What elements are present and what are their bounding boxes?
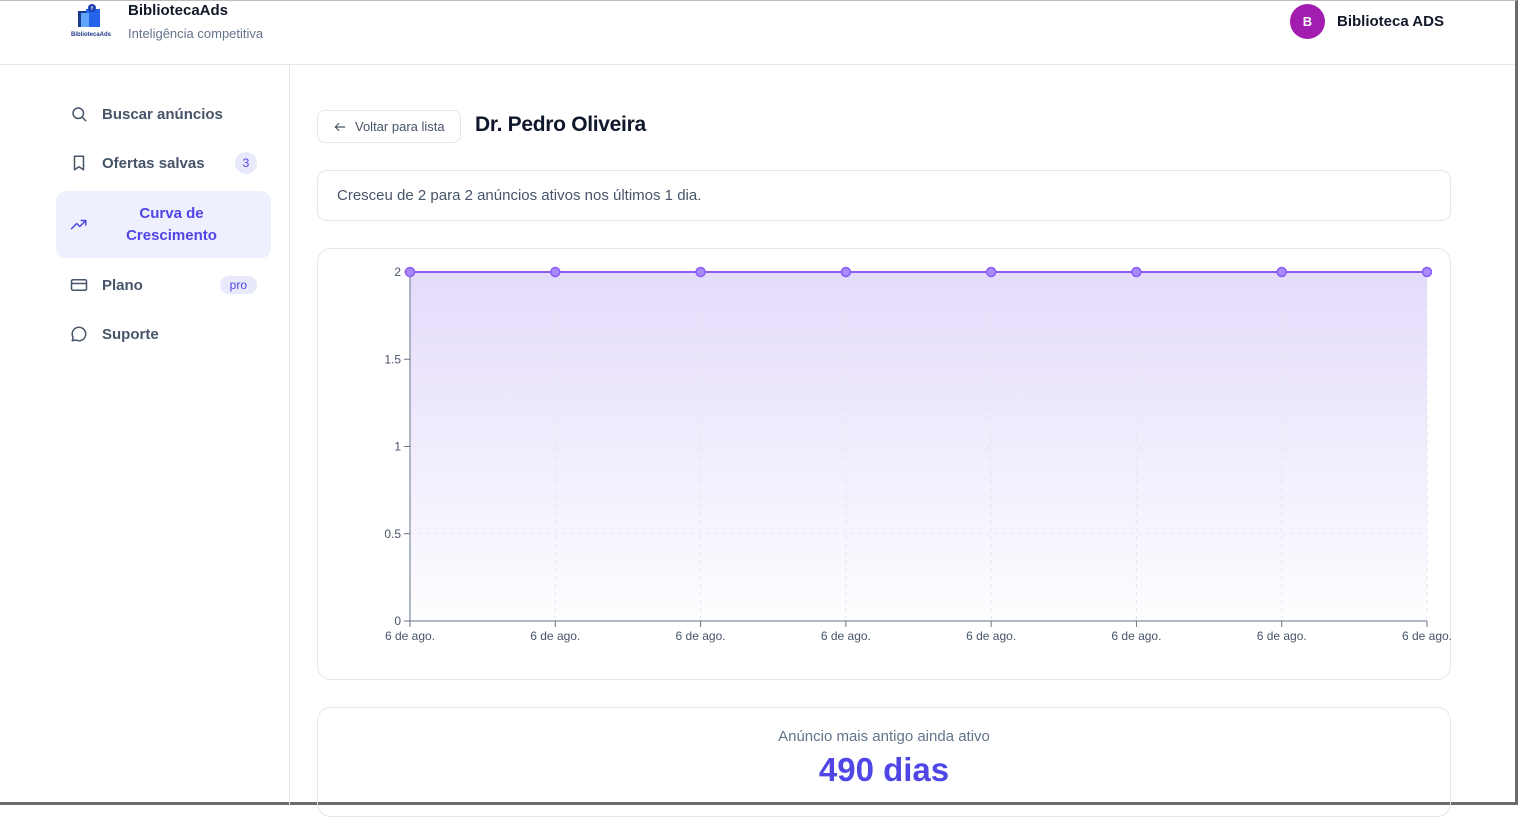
chart-x-tick-label: 6 de ago. — [1402, 629, 1452, 643]
bookmark-icon — [69, 153, 89, 173]
sidebar-item-ofertas-salvas[interactable]: Ofertas salvas 3 — [56, 147, 271, 179]
trending-up-icon — [69, 215, 89, 235]
sidebar-item-curva-de-crescimento[interactable]: Curva de Crescimento — [56, 191, 271, 258]
brand-logo[interactable]: f BibliotecaAds — [68, 3, 114, 41]
user-name[interactable]: Biblioteca ADS — [1337, 12, 1444, 30]
sidebar-item-suporte[interactable]: Suporte — [56, 318, 271, 350]
sidebar-item-label: Buscar anúncios — [102, 105, 223, 123]
chat-bubble-icon — [69, 324, 89, 344]
brand-subtitle: Inteligência competitiva — [128, 26, 264, 41]
sidebar-item-label: Suporte — [102, 325, 159, 343]
pro-badge: pro — [219, 276, 257, 294]
sidebar: Buscar anúncios Ofertas salvas 3 Curva d… — [0, 65, 290, 806]
oldest-ad-value: 490 dias — [818, 751, 950, 788]
brand-name: BibliotecaAds — [128, 2, 229, 19]
saved-count-badge: 3 — [235, 152, 257, 174]
chart-x-tick-label: 6 de ago. — [1257, 629, 1307, 643]
top-header: f BibliotecaAds BibliotecaAds Inteligênc… — [0, 1, 1515, 65]
chart-y-tick-label: 2 — [394, 265, 401, 279]
chart-y-tick-label: 0.5 — [384, 527, 401, 541]
chart-x-tick-label: 6 de ago. — [530, 629, 580, 643]
oldest-ad-label: Anúncio mais antigo ainda ativo — [778, 728, 990, 745]
chart-y-tick-label: 1.5 — [384, 352, 401, 366]
growth-chart-card: 0 0.5 1 1.5 2 6 de ago. 6 de ago. 6 de ago. 6 de… — [317, 248, 1452, 680]
chart-x-tick-label: 6 de ago. — [1111, 629, 1161, 643]
chart-x-tick-label: 6 de ago. — [385, 629, 435, 643]
sidebar-item-plano[interactable]: Plano pro — [56, 269, 271, 301]
arrow-left-icon — [334, 122, 346, 131]
chart-data-point — [550, 266, 561, 278]
user-menu[interactable]: B Biblioteca ADS — [1290, 3, 1444, 39]
growth-chart: 0 0.5 1 1.5 2 6 de ago. 6 de ago. 6 de ago. 6 de… — [384, 265, 1452, 643]
svg-text:f: f — [91, 6, 93, 12]
chart-data-point — [1276, 266, 1287, 278]
sidebar-item-buscar-anuncios[interactable]: Buscar anúncios — [56, 98, 271, 130]
chart-data-point — [840, 266, 852, 278]
page-title: Dr. Pedro Oliveira — [475, 113, 646, 136]
sidebar-item-label: Ofertas salvas — [102, 154, 205, 172]
back-to-list-button[interactable]: Voltar para lista — [317, 110, 461, 143]
chart-x-tick-label: 6 de ago. — [821, 629, 871, 643]
avatar[interactable]: B — [1290, 3, 1325, 39]
sidebar-item-label: Plano — [102, 276, 143, 294]
chart-y-tick-label: 0 — [394, 614, 401, 628]
sidebar-item-label: Curva de Crescimento — [126, 204, 217, 244]
logo-wordmark: BibliotecaAds — [71, 32, 112, 38]
chart-y-tick-label: 1 — [394, 440, 401, 454]
search-icon — [69, 104, 89, 124]
chart-data-point — [1421, 266, 1433, 278]
credit-card-icon — [69, 275, 89, 295]
chart-data-point — [695, 266, 706, 278]
growth-summary-text: Cresceu de 2 para 2 anúncios ativos nos … — [337, 187, 702, 204]
chart-x-tick-label: 6 de ago. — [676, 629, 726, 643]
chart-x-tick-label: 6 de ago. — [966, 629, 1016, 643]
oldest-ad-card: Anúncio mais antigo ainda ativo 490 dias — [317, 707, 1451, 817]
growth-summary-card: Cresceu de 2 para 2 anúncios ativos nos … — [317, 170, 1451, 221]
chart-data-point — [985, 266, 997, 278]
back-button-label: Voltar para lista — [355, 119, 445, 134]
chart-data-point — [404, 266, 416, 278]
chart-data-point — [1131, 266, 1142, 278]
